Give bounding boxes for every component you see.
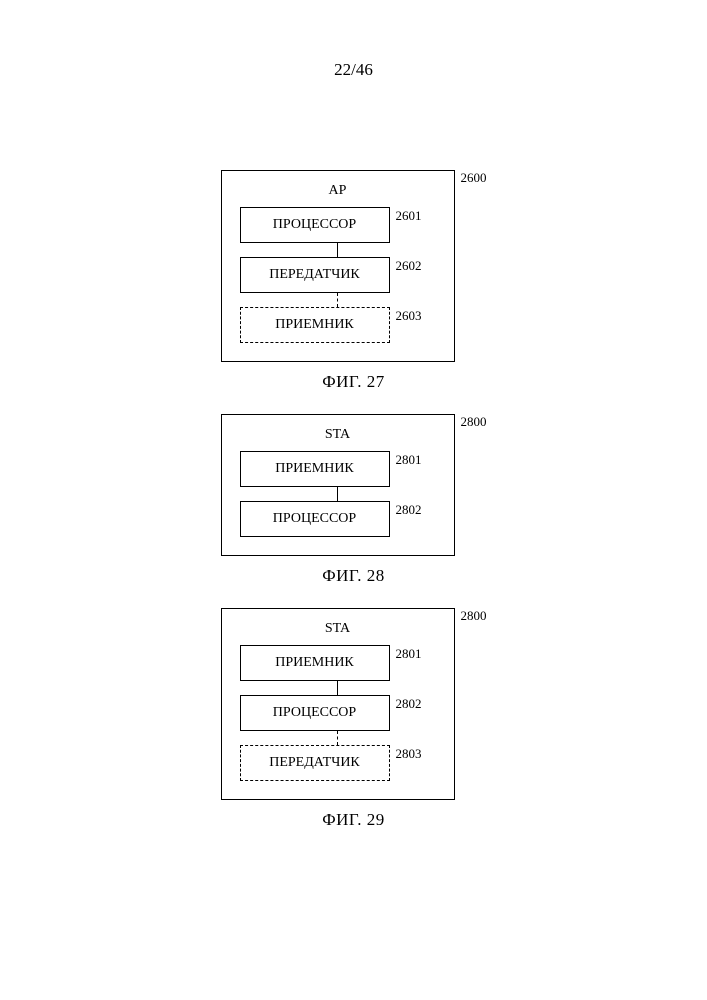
figure-28-block-0-label: 2801	[396, 452, 436, 468]
figure-28-caption: ФИГ. 28	[322, 566, 385, 586]
figure-29: STA ПРИЕМНИК 2801 ПРОЦЕССОР 2802 ПЕРЕДАТ…	[221, 608, 487, 830]
figures-container: AP ПРОЦЕССОР 2601 ПЕРЕДАТЧИК 2602 ПРИЕМН…	[0, 170, 707, 852]
figure-29-caption: ФИГ. 29	[322, 810, 385, 830]
figure-29-block-0-label: 2801	[396, 646, 436, 662]
figure-29-block-2: ПЕРЕДАТЧИК	[240, 745, 390, 781]
figure-29-block-1-row: ПРОЦЕССОР 2802	[240, 695, 436, 731]
figure-29-connector-1	[337, 731, 338, 745]
figure-27-connector-0	[337, 243, 338, 257]
figure-27-outer-label: 2600	[461, 170, 487, 186]
figure-29-block-0-row: ПРИЕМНИК 2801	[240, 645, 436, 681]
figure-27-connector-1	[337, 293, 338, 307]
figure-27-block-1-row: ПЕРЕДАТЧИК 2602	[240, 257, 436, 293]
figure-28-connector-0	[337, 487, 338, 501]
figure-27-block-1: ПЕРЕДАТЧИК	[240, 257, 390, 293]
figure-28-title: STA	[325, 427, 350, 443]
figure-27-title: AP	[329, 183, 347, 199]
figure-29-outer-label: 2800	[461, 608, 487, 624]
figure-27-block-0-row: ПРОЦЕССОР 2601	[240, 207, 436, 243]
figure-27: AP ПРОЦЕССОР 2601 ПЕРЕДАТЧИК 2602 ПРИЕМН…	[221, 170, 487, 392]
figure-28: STA ПРИЕМНИК 2801 ПРОЦЕССОР 2802 2800 ФИ…	[221, 414, 487, 586]
figure-29-block-0: ПРИЕМНИК	[240, 645, 390, 681]
figure-27-block-0: ПРОЦЕССОР	[240, 207, 390, 243]
figure-28-outer-label: 2800	[461, 414, 487, 430]
figure-29-title: STA	[325, 621, 350, 637]
figure-28-block-1-row: ПРОЦЕССОР 2802	[240, 501, 436, 537]
figure-27-outer-box: AP ПРОЦЕССОР 2601 ПЕРЕДАТЧИК 2602 ПРИЕМН…	[221, 170, 455, 362]
figure-29-diagram: STA ПРИЕМНИК 2801 ПРОЦЕССОР 2802 ПЕРЕДАТ…	[221, 608, 487, 800]
figure-27-block-1-label: 2602	[396, 258, 436, 274]
figure-29-connector-0	[337, 681, 338, 695]
figure-28-diagram: STA ПРИЕМНИК 2801 ПРОЦЕССОР 2802 2800	[221, 414, 487, 556]
figure-27-block-2: ПРИЕМНИК	[240, 307, 390, 343]
page-number: 22/46	[334, 60, 373, 80]
figure-29-outer-box: STA ПРИЕМНИК 2801 ПРОЦЕССОР 2802 ПЕРЕДАТ…	[221, 608, 455, 800]
figure-29-block-1: ПРОЦЕССОР	[240, 695, 390, 731]
figure-29-block-1-label: 2802	[396, 696, 436, 712]
figure-29-block-2-label: 2803	[396, 746, 436, 762]
figure-28-outer-box: STA ПРИЕМНИК 2801 ПРОЦЕССОР 2802	[221, 414, 455, 556]
figure-29-block-2-row: ПЕРЕДАТЧИК 2803	[240, 745, 436, 781]
figure-27-block-2-label: 2603	[396, 308, 436, 324]
figure-27-caption: ФИГ. 27	[322, 372, 385, 392]
figure-27-diagram: AP ПРОЦЕССОР 2601 ПЕРЕДАТЧИК 2602 ПРИЕМН…	[221, 170, 487, 362]
figure-28-block-1: ПРОЦЕССОР	[240, 501, 390, 537]
figure-27-block-2-row: ПРИЕМНИК 2603	[240, 307, 436, 343]
figure-28-block-1-label: 2802	[396, 502, 436, 518]
figure-28-block-0-row: ПРИЕМНИК 2801	[240, 451, 436, 487]
figure-28-block-0: ПРИЕМНИК	[240, 451, 390, 487]
figure-27-block-0-label: 2601	[396, 208, 436, 224]
